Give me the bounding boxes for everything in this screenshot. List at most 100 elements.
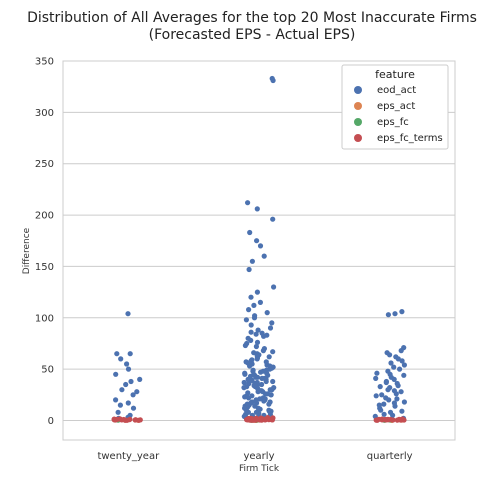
legend-marker-eod_act [354, 86, 362, 94]
point-eod_act-yearly [245, 376, 251, 382]
point-eod_act-yearly [243, 317, 249, 323]
point-eod_act-quarterly [399, 309, 405, 315]
point-eod_act-yearly [248, 294, 254, 300]
point-eod_act-yearly [248, 322, 254, 328]
point-eod_act-quarterly [379, 392, 385, 398]
point-eod_act-quarterly [391, 364, 397, 370]
point-eod_act-yearly [245, 200, 251, 206]
point-eod_act-yearly [254, 400, 260, 406]
point-eod_act-twenty_year [134, 389, 140, 395]
point-eod_act-quarterly [397, 366, 403, 372]
point-eod_act-quarterly [398, 348, 404, 354]
point-eod_act-quarterly [390, 412, 396, 418]
point-eod_act-yearly [261, 333, 267, 339]
point-eps_fc_terms-yearly [263, 416, 269, 422]
point-eod_act-yearly [257, 388, 263, 394]
legend-entries: eod_act eps_act eps_fc eps_fc_terms [354, 85, 443, 144]
point-eod_act-yearly [247, 363, 253, 369]
y-tick-label: 350 [35, 57, 54, 68]
x-tick-label-twenty_year: twenty_year [97, 451, 160, 462]
point-eod_act-quarterly [392, 311, 398, 317]
point-eod_act-quarterly [383, 379, 389, 386]
point-eod_act-twenty_year [123, 381, 129, 388]
point-eod_act-yearly [253, 331, 259, 337]
point-eod_act-yearly [246, 380, 252, 387]
point-eod_act-twenty_year [130, 405, 137, 411]
point-eod_act-yearly [254, 289, 260, 295]
point-eod_act-yearly [247, 229, 253, 236]
point-eod_act-twenty_year [113, 397, 119, 403]
point-eps_fc_terms-quarterly [401, 417, 407, 423]
legend-box [341, 64, 449, 150]
chart-title-line-2: (Forecasted EPS - Actual EPS) [149, 27, 356, 43]
point-eod_act-quarterly [395, 383, 401, 389]
point-eod_act-quarterly [399, 358, 405, 364]
point-eod_act-twenty_year [125, 311, 131, 317]
y-axis-label: Difference [22, 227, 32, 274]
x-tick-label-quarterly: quarterly [367, 451, 413, 462]
point-eod_act-yearly [257, 299, 263, 305]
x-tick-label-yearly: yearly [243, 451, 274, 462]
point-eod_act-quarterly [391, 388, 397, 394]
data-points [111, 75, 407, 423]
point-eod_act-yearly [271, 284, 277, 290]
y-tick-label: 300 [35, 108, 54, 119]
point-eod_act-yearly [251, 315, 258, 321]
point-eps_fc_terms-quarterly [396, 416, 402, 422]
point-eod_act-yearly [254, 339, 261, 345]
y-tick-labels: 0 50 100 150 200 250 300 350 [35, 57, 54, 427]
point-eod_act-quarterly [392, 403, 398, 409]
point-eod_act-yearly [269, 320, 275, 326]
point-eod_act-quarterly [401, 399, 407, 405]
point-eod_act-yearly [248, 337, 254, 343]
point-eod_act-quarterly [385, 387, 391, 393]
point-eod_act-twenty_year [115, 409, 121, 415]
point-eod_act-yearly [245, 404, 251, 410]
point-eod_act-quarterly [381, 411, 387, 417]
legend-marker-eps_fc [354, 118, 362, 126]
point-eod_act-quarterly [374, 370, 380, 376]
legend-label-eod_act: eod_act [377, 85, 416, 96]
point-eod_act-yearly [270, 77, 276, 84]
point-eod_act-yearly [263, 378, 269, 385]
point-eod_act-twenty_year [117, 402, 123, 408]
point-eod_act-yearly [259, 381, 265, 388]
legend-label-eps_act: eps_act [377, 101, 415, 112]
point-eps_fc_terms-twenty_year [132, 417, 138, 423]
legend-label-eps_fc: eps_fc [377, 117, 409, 128]
point-eod_act-yearly [255, 327, 261, 333]
point-eod_act-quarterly [381, 401, 387, 407]
x-tick-labels: twenty_year yearly quarterly [97, 451, 412, 462]
point-eod_act-twenty_year [128, 378, 134, 385]
legend-marker-eps_fc_terms [354, 134, 362, 142]
point-eod_act-yearly [241, 379, 247, 386]
point-eod_act-yearly [246, 266, 252, 273]
point-eod_act-quarterly [398, 389, 404, 395]
point-eps_fc_terms-twenty_year [136, 417, 142, 423]
point-eod_act-twenty_year [113, 371, 119, 377]
point-eod_act-quarterly [388, 360, 394, 366]
x-axis-label: Firm Tick [239, 464, 280, 474]
point-eod_act-yearly [258, 369, 264, 375]
point-eps_fc_terms-yearly [257, 417, 263, 423]
point-eod_act-yearly [260, 348, 266, 354]
point-eod_act-yearly [249, 258, 255, 264]
point-eod_act-twenty_year [125, 366, 132, 372]
plot-frame [62, 60, 456, 441]
point-eod_act-twenty_year [119, 387, 125, 393]
point-eod_act-twenty_year [114, 351, 120, 357]
point-eod_act-yearly [250, 367, 256, 373]
point-eps_fc_terms-yearly [270, 415, 276, 421]
point-eod_act-quarterly [394, 396, 400, 402]
point-eod_act-yearly [269, 387, 275, 393]
point-eod_act-quarterly [378, 407, 384, 413]
point-eod_act-yearly [257, 243, 264, 249]
point-eod_act-yearly [254, 379, 260, 386]
y-tick-label: 200 [35, 211, 54, 222]
point-eod_act-quarterly [387, 352, 393, 358]
point-eod_act-quarterly [391, 376, 397, 382]
point-eod_act-yearly [248, 329, 254, 335]
legend-marker-eps_act [354, 102, 362, 110]
point-eod_act-yearly [268, 392, 274, 398]
point-eod_act-yearly [254, 374, 261, 380]
